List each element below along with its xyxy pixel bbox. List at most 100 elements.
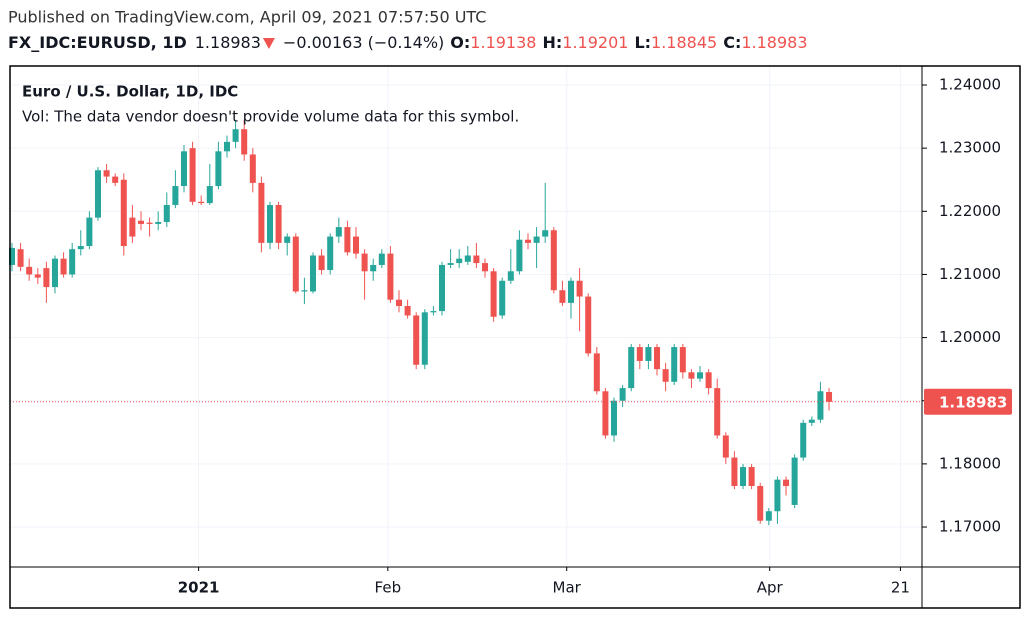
ohlc-key: O:: [450, 33, 470, 52]
candle-body: [757, 485, 764, 521]
candle-body: [662, 369, 669, 382]
candle-body: [654, 347, 661, 370]
candle-body: [490, 271, 497, 317]
candle-body: [129, 217, 136, 237]
candle-body: [352, 236, 360, 254]
candle-body: [284, 236, 291, 243]
y-tick-label: 1.21000: [939, 265, 1001, 283]
chart-frame: [9, 65, 1021, 609]
symbol: FX_IDC:EURUSD, 1D: [8, 33, 187, 52]
candle-body: [395, 299, 403, 307]
candle-body: [146, 222, 153, 224]
candle-body: [438, 264, 446, 312]
x-tick-label: 2021: [178, 579, 220, 597]
candle-body: [34, 274, 41, 278]
y-tick-label: 1.23000: [939, 139, 1001, 157]
candle-body: [524, 239, 532, 243]
candle-body: [258, 182, 265, 243]
candle-body: [576, 280, 583, 297]
ohlc-value: 1.19138: [470, 33, 536, 52]
candle-body: [189, 148, 196, 202]
candle-body: [26, 266, 33, 275]
candle-body: [826, 392, 833, 402]
chart-subtitle: Vol: The data vendor doesn't provide vol…: [22, 108, 519, 126]
candle-body: [585, 296, 592, 354]
candle-body: [387, 253, 394, 300]
x-tick-label: Feb: [375, 579, 402, 597]
candle-body: [740, 467, 747, 486]
y-tick-label: 1.18000: [939, 454, 1001, 472]
candle-body: [275, 204, 282, 243]
candle-body: [671, 347, 678, 382]
candle-body: [198, 201, 205, 204]
candle-body: [507, 271, 514, 281]
candle-body: [163, 204, 170, 223]
published-note: Published on TradingView.com, April 09, …: [8, 8, 486, 27]
candle-body: [619, 388, 626, 401]
candle-body: [86, 217, 93, 247]
candle-body: [120, 179, 127, 247]
candle-body: [318, 255, 325, 271]
candle-body: [481, 263, 489, 272]
candle-body: [568, 280, 575, 303]
candle-body: [731, 457, 738, 486]
price: 1.18983: [195, 33, 261, 52]
chart-title: Euro / U.S. Dollar, 1D, IDC: [22, 83, 238, 101]
candle-body: [301, 290, 308, 292]
candle-body: [516, 239, 523, 272]
candle-body: [335, 227, 342, 237]
candle-body: [697, 372, 704, 379]
x-tick-label: Apr: [757, 579, 784, 597]
candle-body: [266, 204, 274, 243]
candle-body: [421, 312, 428, 365]
candle-body: [292, 236, 299, 292]
candle-body: [817, 391, 824, 420]
ohlc-key: C:: [723, 33, 741, 52]
candle-body: [206, 186, 213, 204]
candle-body: [180, 151, 187, 187]
candle-body: [344, 227, 351, 253]
candle-body: [559, 290, 566, 303]
candle-body: [94, 170, 101, 218]
plot-area: [8, 66, 922, 567]
candle-body: [550, 230, 557, 291]
candle-body: [499, 280, 506, 316]
candle-body: [765, 511, 772, 521]
candle-body: [714, 388, 721, 436]
y-tick-label: 1.22000: [939, 202, 1001, 220]
candle-body: [241, 129, 248, 155]
last-price-label: 1.18983: [939, 393, 1007, 411]
candle-body: [791, 457, 798, 505]
candle-body: [688, 372, 695, 379]
candle-body: [679, 347, 686, 373]
candle-body: [413, 315, 420, 365]
candle-body: [60, 258, 67, 275]
x-tick-label: 21: [891, 579, 910, 597]
ohlc-value: 1.18845: [651, 33, 717, 52]
candle-body: [800, 422, 807, 458]
candle-body: [611, 400, 618, 436]
candle-body: [593, 353, 600, 392]
candle-body: [69, 249, 76, 275]
candle-body: [602, 391, 609, 436]
ohlc-key: L:: [634, 33, 651, 52]
candle-body: [645, 347, 652, 361]
y-tick-label: 1.24000: [939, 76, 1001, 94]
candle-body: [542, 230, 549, 237]
last-price-badge: [924, 388, 1012, 415]
candle-body: [628, 347, 635, 389]
candle-body: [473, 255, 480, 264]
candle-body: [783, 479, 790, 486]
candle-body: [378, 253, 385, 265]
symbol-line: FX_IDC:EURUSD, 1D 1.18983 −0.00163 (−0.14%…: [8, 33, 808, 52]
candle-body: [17, 249, 24, 267]
candle-body: [636, 347, 643, 361]
symbol-header: FX_IDC:EURUSD, 1D 1.18983 −0.00163 (−0.14%…: [8, 33, 808, 52]
candle-body: [722, 435, 729, 458]
candle-body: [533, 236, 540, 243]
candle-body: [137, 220, 144, 224]
candle-body: [77, 246, 84, 250]
arrow-gap: −0.00163 (−0.14%): [283, 33, 444, 52]
